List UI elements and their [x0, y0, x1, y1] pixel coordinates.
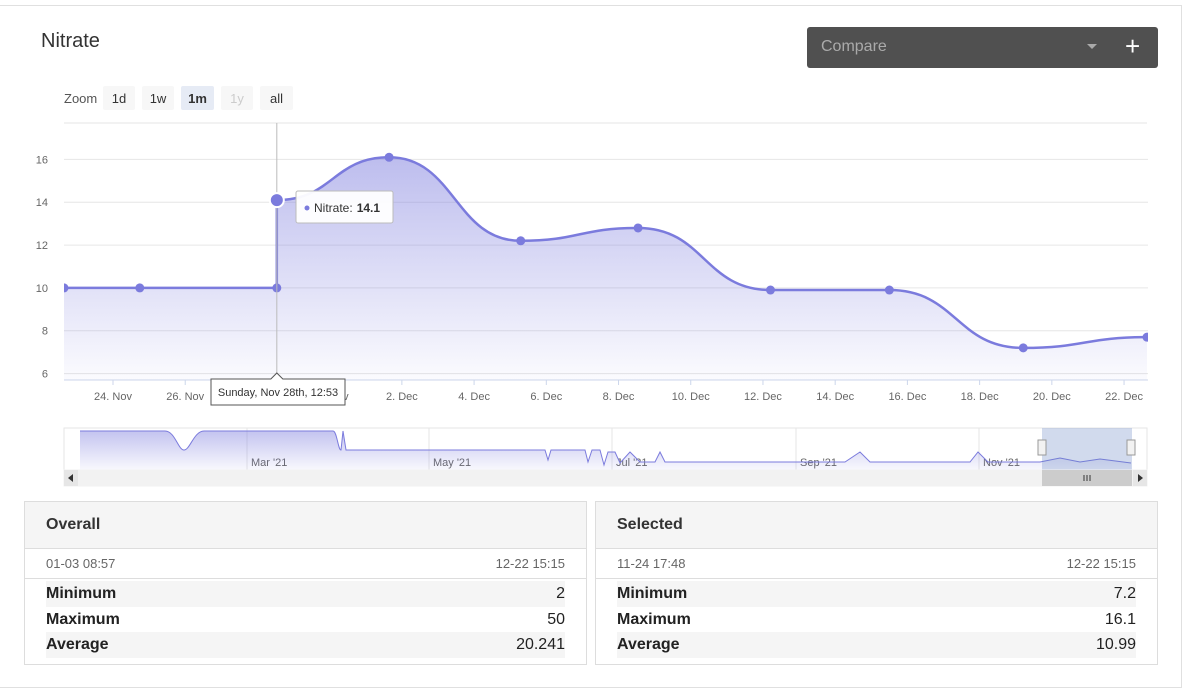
- zoom-button: [221, 86, 253, 110]
- line: [64, 156, 1148, 350]
- zoom-button-label: all: [270, 91, 283, 106]
- stat-row: Average 10.99: [617, 632, 1136, 658]
- x-tick-label: 8. Dec: [603, 391, 635, 403]
- zoom-button[interactable]: [142, 86, 174, 110]
- point: [884, 285, 894, 295]
- stat-row: Minimum 7.2: [617, 581, 1136, 607]
- panel-title: Selected: [596, 502, 1157, 549]
- widget: [0, 5, 1182, 688]
- end-date: 12-22 15:15: [1066, 556, 1136, 571]
- stats-panel: Overall 01-03 08:57 12-22 15:15 Minimum 2 Max…: [24, 501, 587, 665]
- x-tick-label: 24. Nov: [94, 391, 132, 403]
- panel-title: Overall: [25, 502, 586, 549]
- x-tick-label: 22. Dec: [1105, 391, 1143, 403]
- y-tick-label: 12: [36, 240, 48, 252]
- point: [1018, 343, 1028, 353]
- stat-label: Average: [46, 636, 109, 653]
- chart-title: Nitrate: [41, 30, 100, 52]
- zoom-button-label: 1y: [230, 91, 244, 106]
- zoom-button-label: 1w: [150, 91, 167, 106]
- x-tick-label: 18. Dec: [961, 391, 999, 403]
- date-label-box: [210, 372, 346, 406]
- navigator-handle[interactable]: [1037, 439, 1047, 456]
- zoom-button-label: 1d: [112, 91, 126, 106]
- dropdown-caret: [1087, 44, 1097, 49]
- y-tick-label: 16: [36, 154, 48, 166]
- date-label: Sunday, Nov 28th, 12:53: [218, 387, 338, 399]
- stat-value: 16.1: [1104, 610, 1136, 628]
- stat-row: Maximum 16.1: [617, 607, 1136, 633]
- area: [64, 157, 1147, 380]
- y-tick-label: 6: [42, 369, 48, 381]
- point: [516, 236, 526, 246]
- point: [384, 152, 394, 162]
- stat-label: Maximum: [46, 610, 120, 628]
- x-tick-label: 16. Dec: [888, 391, 926, 403]
- stat-value: 20.241: [516, 636, 565, 653]
- navigator-window: [1042, 428, 1132, 470]
- stat-label: Maximum: [617, 610, 691, 628]
- x-tick-label: 2. Dec: [386, 391, 418, 403]
- thumb-grip: [1083, 475, 1091, 481]
- compare-select[interactable]: Compare +: [807, 27, 1158, 68]
- tooltip-value: 14.1: [357, 201, 381, 215]
- x-tick-label: 6. Dec: [530, 391, 562, 403]
- x-tick-label: 14. Dec: [816, 391, 854, 403]
- point: [64, 283, 69, 293]
- series: [64, 152, 1148, 380]
- date-range: 01-03 08:57 12-22 15:15: [25, 549, 586, 579]
- arrow-right: [1138, 474, 1143, 482]
- stat-label: Minimum: [617, 585, 688, 602]
- stat-row: Average 20.241: [46, 632, 565, 658]
- scrollbar-track: [63, 469, 1148, 487]
- stats-panel: Selected 11-24 17:48 12-22 15:15 Minimum 7.2…: [595, 501, 1158, 665]
- stat-value: 2: [556, 585, 565, 602]
- tooltip-dot: [304, 205, 310, 211]
- navigator-line: [80, 430, 1132, 467]
- x-tick-label: 20. Dec: [1033, 391, 1071, 403]
- y-tick-label: 10: [36, 283, 48, 295]
- stat-row: Maximum 50: [46, 607, 565, 633]
- tooltip-label: Nitrate:: [314, 201, 353, 215]
- arrow-left: [68, 474, 73, 482]
- stat-value: 50: [547, 610, 565, 628]
- stat-value: 10.99: [1095, 636, 1136, 653]
- stat-label: Average: [617, 636, 680, 653]
- zoom-button[interactable]: [260, 86, 293, 110]
- stat-label: Minimum: [46, 585, 117, 602]
- end-date: 12-22 15:15: [495, 556, 565, 571]
- zoom-button[interactable]: [181, 86, 214, 110]
- x-tick-label: 10. Dec: [672, 391, 710, 403]
- zoom-label: Zoom: [64, 91, 97, 106]
- y-tick-label: 8: [42, 326, 48, 338]
- point: [765, 285, 775, 295]
- tooltip-text: Nitrate: 14.1: [314, 201, 380, 215]
- date-range: 11-24 17:48 12-22 15:15: [596, 549, 1157, 579]
- point: [633, 223, 643, 233]
- point: [135, 283, 145, 293]
- compare-placeholder: Compare: [821, 38, 887, 55]
- x-tick-label: 4. Dec: [458, 391, 490, 403]
- add-button[interactable]: +: [1125, 31, 1141, 61]
- stat-row: Minimum 2: [46, 581, 565, 607]
- start-date: 01-03 08:57: [46, 556, 116, 571]
- start-date: 11-24 17:48: [617, 556, 686, 571]
- zoom-button-label: 1m: [188, 91, 207, 106]
- point: [1142, 332, 1148, 342]
- tooltip-box: [295, 190, 394, 224]
- x-tick-label: 12. Dec: [744, 391, 782, 403]
- zoom-button[interactable]: [103, 86, 135, 110]
- navigator-handle[interactable]: [1126, 439, 1136, 456]
- x-tick-label: 26. Nov: [166, 391, 204, 403]
- y-tick-label: 14: [36, 197, 48, 209]
- stat-value: 7.2: [1113, 585, 1136, 602]
- hover-point: [268, 192, 285, 209]
